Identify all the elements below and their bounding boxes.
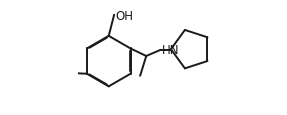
Text: HN: HN <box>162 43 179 56</box>
Text: OH: OH <box>115 10 133 23</box>
